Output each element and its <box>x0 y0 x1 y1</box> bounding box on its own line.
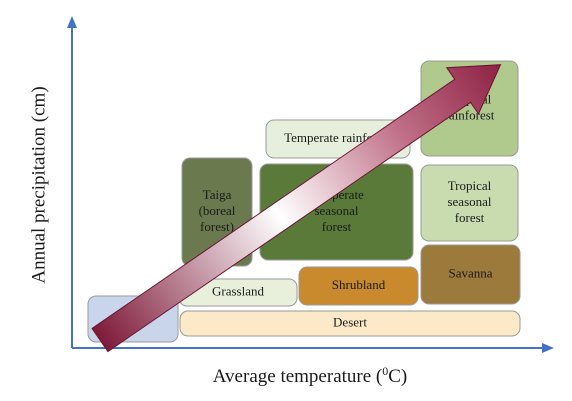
biome-box <box>420 164 519 242</box>
y-axis-label: Annual precipitation (cm) <box>28 86 49 283</box>
x-axis-label: Average temperature (0C) <box>213 364 408 387</box>
biome-label: (boreal <box>199 203 236 218</box>
biome-label: Desert <box>333 314 367 329</box>
trend-arrow <box>91 64 502 353</box>
biome-label: Shrubland <box>332 277 386 292</box>
biome-label: forest <box>322 219 352 234</box>
biome-box <box>298 266 419 306</box>
biome-label: seasonal <box>314 203 358 218</box>
biome-label: Savanna <box>448 265 492 280</box>
biome-label: seasonal <box>447 194 491 209</box>
x-axis-label-end: C) <box>388 366 407 387</box>
biome-box <box>179 310 521 337</box>
x-axis-arrowhead <box>542 343 554 353</box>
biome-label: Grassland <box>212 283 264 298</box>
y-axis-arrowhead <box>67 16 77 28</box>
x-axis-label-sup: 0 <box>382 364 388 378</box>
biome-label: forest) <box>200 219 234 234</box>
biome-label: Tropical <box>448 178 492 193</box>
biome-box <box>420 244 521 305</box>
x-axis-label-start: Average temperature ( <box>213 366 383 387</box>
biome-label: Taiga <box>203 187 232 202</box>
biome-label: forest <box>455 210 485 225</box>
